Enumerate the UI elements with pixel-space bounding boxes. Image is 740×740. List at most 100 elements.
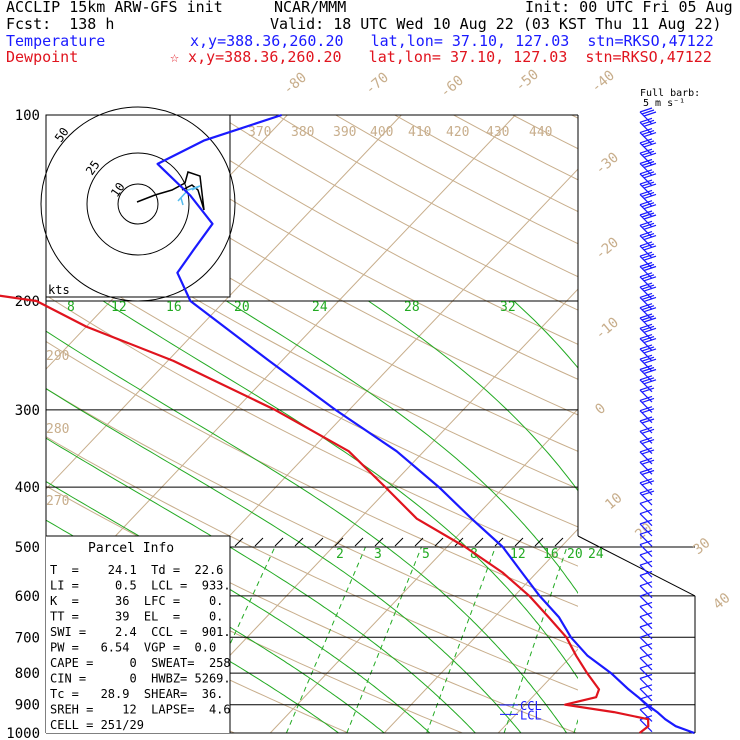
- isotherm-label: -50: [512, 67, 542, 96]
- isotherm-label: -70: [362, 70, 392, 99]
- moist-adiabat: [226, 300, 578, 595]
- parcel-info-row: CIN = 0 HWBZ= 5269.: [50, 672, 231, 686]
- wind-barb: [639, 334, 657, 352]
- parcel-info-box: [46, 536, 230, 733]
- parcel-info-title: Parcel Info: [88, 541, 174, 556]
- theta-label: 290: [46, 349, 69, 364]
- moist-adiabat-label: 20: [234, 300, 250, 315]
- isotherm-line: [46, 115, 402, 490]
- org-label: NCAR/MMM: [274, 0, 347, 16]
- wind-barb: [639, 673, 653, 691]
- hodograph-ring-label: 50: [52, 125, 72, 145]
- wind-barb: [639, 169, 657, 187]
- valid-time: Valid: 18 UTC Wed 10 Aug 22 (03 KST Thu …: [270, 15, 722, 33]
- wind-barb: [639, 663, 653, 681]
- pressure-tick-label: 300: [15, 403, 40, 419]
- isotherm-label: -30: [592, 150, 622, 179]
- hatch-mark: [434, 537, 444, 547]
- wind-barb: [639, 241, 657, 259]
- parcel-info-row: Tc = 28.9 SHEAR= 36.: [50, 687, 223, 701]
- parcel-info-row: K = 36 LFC = 0.: [50, 594, 223, 608]
- wind-barb: [639, 612, 653, 630]
- dry-adiabat: [512, 115, 578, 150]
- hatch-mark: [494, 537, 504, 547]
- mixing-ratio-label: 2: [336, 547, 344, 562]
- isotherm-line: [612, 115, 740, 733]
- parcel-info-row: CAPE = 0 SWEAT= 258: [50, 656, 231, 670]
- dewpoint-line: [0, 294, 650, 734]
- theta-label: 390: [333, 125, 356, 140]
- wind-barb: [639, 570, 653, 588]
- wind-barb: [639, 550, 653, 568]
- isotherm-line: [46, 115, 516, 610]
- init-time: Init: 00 UTC Fri 05 Aug 22: [525, 0, 740, 16]
- hatch-mark: [374, 537, 384, 547]
- theta-label: 280: [46, 422, 69, 437]
- wind-barb: [639, 498, 653, 516]
- hodograph-ring: [86, 152, 190, 256]
- isotherm-label: 10: [602, 490, 625, 513]
- hodograph-ring: [117, 183, 159, 225]
- mixing-ratio-label: 20: [567, 547, 583, 562]
- theta-label: 440: [529, 125, 552, 140]
- pressure-tick-label: 100: [15, 108, 40, 124]
- mixing-ratio-line: [729, 547, 740, 733]
- dry-adiabat: [46, 388, 578, 649]
- hodograph-ring-label: 25: [83, 158, 103, 178]
- dry-adiabat: [690, 115, 740, 733]
- hatch-mark: [354, 537, 364, 547]
- dry-adiabat: [46, 587, 349, 733]
- wind-barb: [639, 488, 655, 506]
- mixing-ratio-label: 16: [543, 547, 559, 562]
- pressure-tick-label: 800: [15, 666, 40, 682]
- mixing-ratio-line: [285, 546, 366, 733]
- pressure-tick-label: 700: [15, 630, 40, 646]
- hodograph-units-label: kts: [48, 283, 70, 297]
- moist-adiabat: [641, 301, 740, 733]
- isotherm-line: [726, 115, 740, 733]
- isotherm-label: -40: [588, 68, 618, 97]
- pressure-tick-label: 500: [15, 540, 40, 556]
- wind-barb: [639, 540, 653, 558]
- wind-barb: [639, 632, 653, 650]
- theta-label: 270: [46, 494, 69, 509]
- parcel-info-row: SWI = 2.4 CCL = 901.: [50, 625, 231, 639]
- hatch-mark: [514, 537, 524, 547]
- moist-adiabat-label: 32: [500, 300, 516, 315]
- frame-skew-edge: [577, 535, 696, 597]
- parcel-info-row: TT = 39 EL = 0.: [50, 610, 223, 624]
- isotherm-label: -80: [280, 70, 310, 99]
- mixing-ratio-line: [346, 546, 422, 733]
- temperature-label: Temperature: [6, 32, 106, 50]
- theta-label: 400: [370, 125, 393, 140]
- theta-label: 420: [446, 125, 469, 140]
- mixing-ratio-label: 5: [422, 547, 430, 562]
- isotherm-line: [497, 648, 578, 733]
- dewpoint-label: Dewpoint: [6, 48, 79, 66]
- dry-adiabat: [46, 340, 578, 607]
- isotherm-line: [155, 288, 578, 733]
- hatch-mark: [294, 537, 304, 547]
- dry-adiabat: [0, 115, 6, 733]
- wind-barb: [639, 231, 657, 249]
- wind-barb-legend-line1: Full barb:: [640, 88, 700, 99]
- forecast-hour: Fcst: 138 h: [6, 15, 115, 33]
- isotherm-label: -20: [592, 235, 622, 264]
- dry-adiabat: [46, 436, 578, 691]
- pressure-tick-label: 1000: [6, 726, 40, 740]
- wind-barb: [639, 601, 653, 619]
- level-label: CCL: [520, 699, 542, 713]
- isotherm-label: -10: [592, 315, 622, 344]
- hatch-mark: [454, 537, 464, 547]
- wind-barb: [639, 622, 653, 640]
- hatch-mark: [474, 537, 484, 547]
- theta-label: 370: [248, 125, 271, 140]
- moist-adiabat-label: 8: [67, 300, 75, 315]
- hatch-mark: [234, 537, 244, 547]
- hatch-mark: [254, 537, 264, 547]
- hodograph-ring-label: 10: [108, 180, 128, 200]
- mixing-ratio-label: 12: [510, 547, 526, 562]
- dry-adiabat: [217, 115, 578, 311]
- pressure-tick-label: 600: [15, 589, 40, 605]
